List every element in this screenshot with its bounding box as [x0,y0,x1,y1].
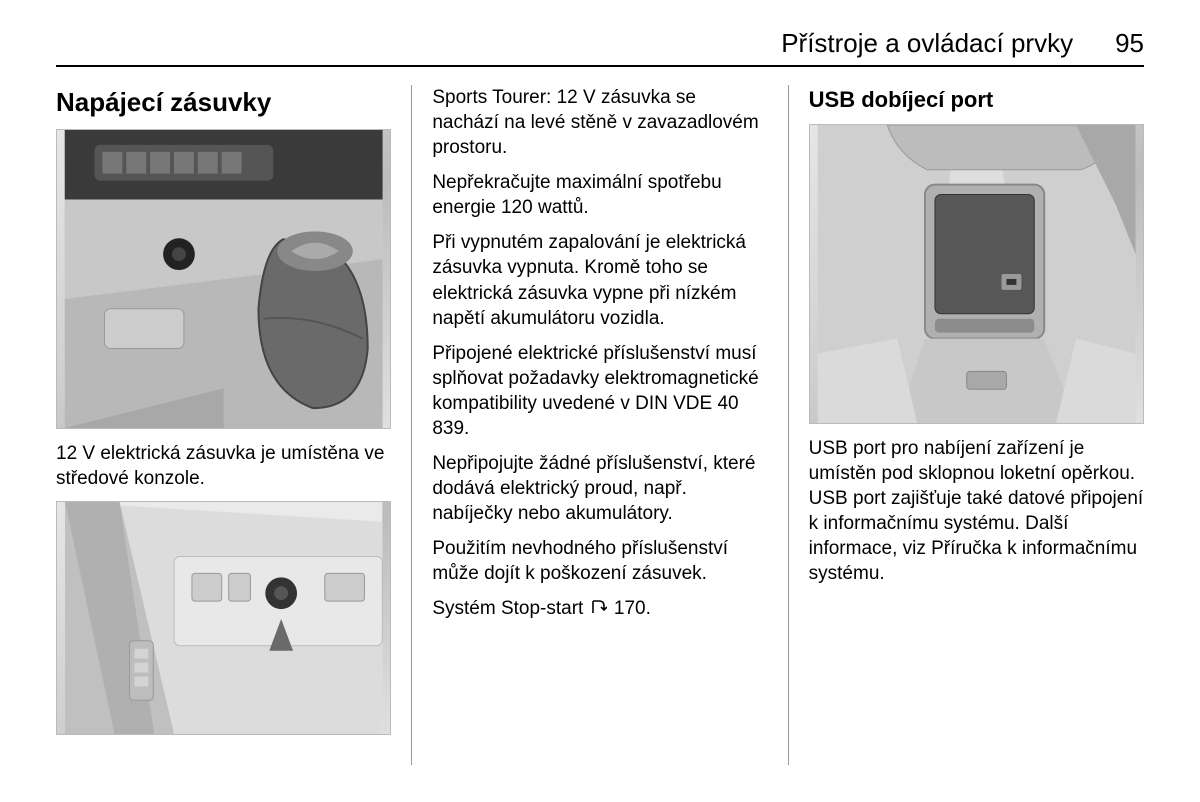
column-1: Napájecí zásuvky [56,85,409,765]
xref-prefix-text: Systém Stop-start [432,598,588,619]
column-2: Sports Tourer: 12 V zásuvka se nachází n… [414,85,785,765]
xref-icon [591,597,607,622]
para-stop-start-xref: Systém Stop-start 170. [432,596,767,622]
xref-page-number: 170. [614,598,651,619]
figure-usb-armrest [809,124,1144,424]
content-columns: Napájecí zásuvky [56,85,1144,765]
power-outlets-heading: Napájecí zásuvky [56,85,391,119]
figure-center-console-socket [56,129,391,429]
figure-cargo-wall-socket [56,501,391,735]
page-header: Přístroje a ovládací prvky 95 [56,28,1144,67]
para-max-power: Nepřekračujte maximální spotřebu energie… [432,170,767,220]
para-ignition-off: Při vypnutém zapalování je elektrická zá… [432,230,767,330]
column-divider-2 [788,85,789,765]
para-no-supply-accessories: Nepřipojujte žádné příslušenství, které … [432,451,767,526]
usb-port-description: USB port pro nabíjení zařízení je umístě… [809,436,1144,586]
center-console-caption: 12 V elektrická zásuvka je umístěna ve s… [56,441,391,491]
usb-armrest-illustration [810,125,1143,423]
para-emc: Připojené elektrické příslušenství musí … [432,341,767,441]
column-3: USB dobíjecí port USB port pro nabí [791,85,1144,765]
usb-port-heading: USB dobíjecí port [809,85,1144,114]
page-number: 95 [1115,28,1144,59]
column-divider-1 [411,85,412,765]
chapter-title: Přístroje a ovládací prvky [781,28,1073,59]
para-sports-tourer: Sports Tourer: 12 V zásuvka se nachází n… [432,85,767,160]
cargo-wall-illustration [57,502,390,734]
center-console-illustration [57,130,390,428]
para-damage-warning: Použitím nevhodného příslušenství může d… [432,536,767,586]
